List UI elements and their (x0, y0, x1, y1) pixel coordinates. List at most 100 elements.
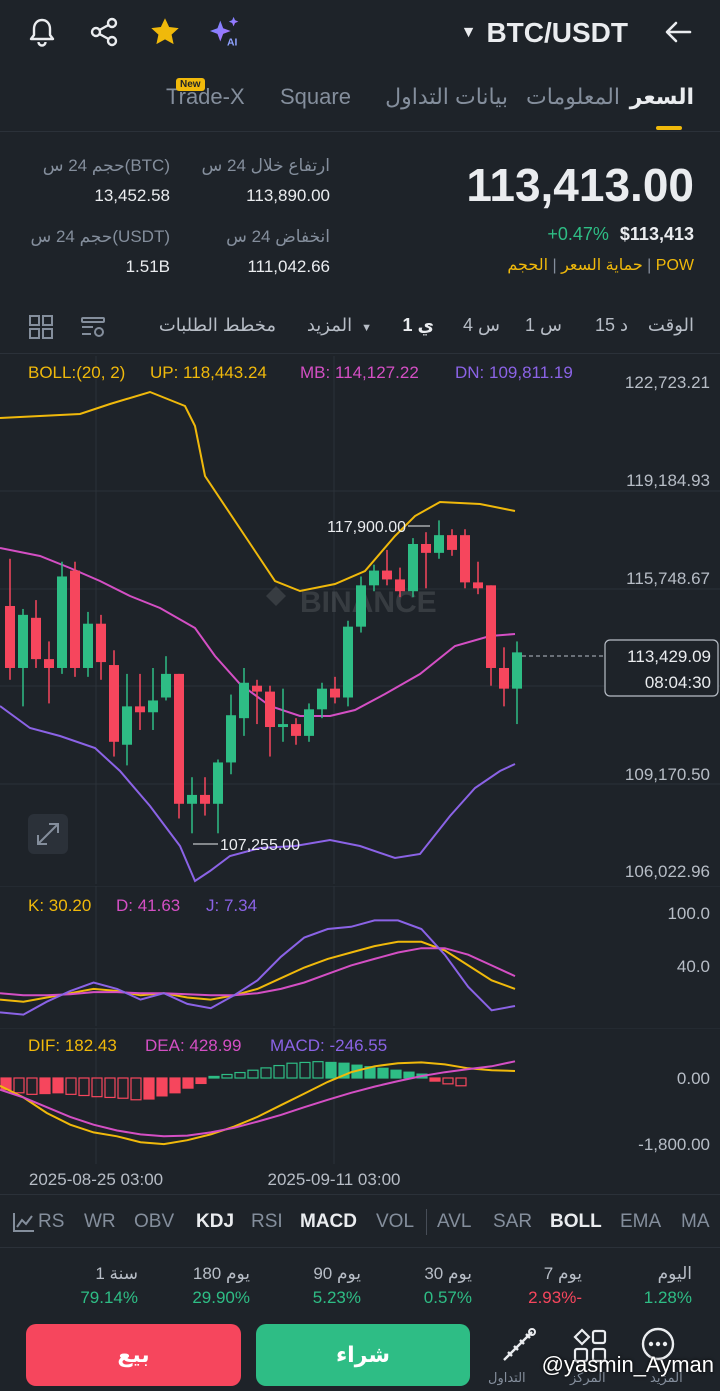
indicator-ema[interactable]: EMA (620, 1211, 662, 1232)
interval-15m[interactable]: 15 د (594, 315, 628, 335)
kdj-y-tick-2: 40.0 (677, 957, 710, 976)
tab-bar: السعر المعلومات بيانات التداول Square Tr… (0, 70, 720, 132)
kdj-d-value: D: 41.63 (116, 896, 180, 915)
more-label: المزيد (650, 1370, 683, 1385)
last-price-tag-value: 113,429.09 (627, 647, 711, 666)
macd-bar (221, 1073, 233, 1079)
candle (304, 709, 314, 736)
return-value-today: 1.28% (643, 1288, 692, 1307)
kdj-d-line (0, 947, 516, 997)
indicator-sar[interactable]: SAR (493, 1211, 533, 1232)
macd-bar (91, 1077, 103, 1098)
star-icon[interactable] (147, 14, 183, 50)
boll-lower-band (0, 705, 516, 883)
candlestick-chart[interactable]: BINANCE 122,723.21 119,184.93 115,748.67… (0, 356, 720, 884)
position-center-icon[interactable] (570, 1326, 610, 1366)
candle (434, 535, 444, 553)
ai-icon[interactable]: AI (208, 14, 244, 50)
top-bar: AI ▼ BTC/USDT (0, 0, 720, 66)
candle (31, 617, 41, 660)
boll-up-value: UP: 118,443.24 (150, 363, 267, 382)
low-24h-label: انخفاض 24 س (226, 227, 330, 246)
indicator-vol[interactable]: VOL (376, 1211, 415, 1232)
user-watermark: @yasmin_Ayman (541, 1352, 714, 1377)
indicator-ma[interactable]: MA (681, 1211, 710, 1232)
indicator-rs[interactable]: RS (12, 1211, 64, 1233)
indicator-macd[interactable]: MACD (300, 1211, 357, 1232)
candle (161, 673, 171, 698)
indicator-kdj[interactable]: KDJ (196, 1211, 235, 1232)
indicator-boll[interactable]: BOLL (550, 1211, 602, 1232)
macd-bar (104, 1077, 116, 1099)
active-tab-indicator (656, 126, 682, 130)
tag-price-protection[interactable]: حماية السعر (561, 257, 643, 274)
trading-bots-icon[interactable] (498, 1326, 538, 1366)
macd-chart: DIF: 182.43 DEA: 428.99 MACD: -246.55 0.… (0, 1028, 720, 1189)
more-intervals[interactable]: المزيد ▼ (306, 315, 372, 335)
back-arrow-icon[interactable] (660, 14, 696, 50)
candle (395, 579, 405, 592)
candle (447, 535, 457, 550)
interval-1d[interactable]: 1 ي (402, 315, 434, 335)
time-interval-label[interactable]: الوقت (647, 315, 694, 335)
more-options-icon[interactable] (638, 1326, 678, 1366)
trading-label: التداول (488, 1370, 526, 1385)
pair-selector[interactable]: ▼ BTC/USDT (461, 14, 628, 52)
low-marker: 107,255.00 (193, 837, 300, 854)
candle (486, 585, 496, 668)
share-icon[interactable] (86, 14, 122, 50)
candles (5, 520, 522, 834)
macd-dif-value: DIF: 182.43 (28, 1036, 117, 1055)
macd-hist-value: MACD: -246.55 (270, 1036, 387, 1055)
return-value-1y: 79.14% (80, 1288, 138, 1307)
last-price-tag[interactable]: 113,429.09 08:04:30 (604, 639, 719, 697)
candle (109, 665, 119, 742)
y-tick-5: 106,022.96 (625, 862, 710, 881)
interval-4h[interactable]: 4 س (463, 315, 500, 335)
sell-button[interactable]: بيع (26, 1324, 241, 1386)
candle (421, 544, 431, 553)
kdj-k-line (0, 940, 516, 1003)
indicator-obv[interactable]: OBV (134, 1211, 175, 1232)
indicator-rsi[interactable]: RSI (251, 1211, 283, 1232)
bell-icon[interactable] (24, 14, 60, 50)
tab-info[interactable]: المعلومات (526, 84, 620, 109)
indicator-wr[interactable]: WR (84, 1211, 116, 1232)
high-marker: 117,900.00 (327, 519, 430, 536)
macd-bar (52, 1077, 64, 1094)
kdj-j-value: J: 7.34 (206, 896, 257, 915)
indicator-chart-icon (13, 1213, 34, 1232)
depth-chart-link[interactable]: مخطط الطلبات (158, 315, 276, 335)
return-value-180d: 29.90% (192, 1288, 250, 1307)
pair-label: BTC/USDT (486, 17, 628, 48)
tab-square[interactable]: Square (280, 84, 351, 109)
candle (83, 623, 93, 668)
candle (5, 605, 15, 668)
tag-volume[interactable]: الحجم (507, 257, 549, 274)
candle (369, 570, 379, 586)
macd-bar (143, 1077, 155, 1100)
buy-button[interactable]: شراء (256, 1324, 470, 1386)
boll-params: BOLL:(20, 2) (28, 363, 125, 382)
macd-bar (273, 1064, 285, 1079)
macd-bar (377, 1067, 389, 1079)
macd-bar (78, 1077, 90, 1097)
indicator-avl[interactable]: AVL (437, 1211, 472, 1232)
chart-settings-icon[interactable] (80, 314, 106, 345)
low-24h-value: 111,042.66 (247, 257, 330, 276)
layout-grid-icon[interactable] (28, 314, 54, 345)
macd-bar (130, 1077, 142, 1101)
tab-trading-data[interactable]: بيانات التداول (385, 84, 508, 109)
macd-bar (260, 1067, 272, 1079)
macd-bar (169, 1077, 181, 1094)
candle (278, 724, 288, 728)
binance-watermark: BINANCE (266, 586, 437, 619)
tab-price[interactable]: السعر (629, 84, 694, 109)
candle (330, 688, 340, 698)
macd-bar (429, 1077, 441, 1082)
interval-1h[interactable]: 1 س (525, 315, 562, 335)
tag-pow[interactable]: POW (655, 257, 694, 274)
expand-chart-button[interactable] (28, 814, 68, 854)
macd-bar (65, 1077, 77, 1095)
kdj-y-tick-1: 100.0 (667, 904, 710, 923)
